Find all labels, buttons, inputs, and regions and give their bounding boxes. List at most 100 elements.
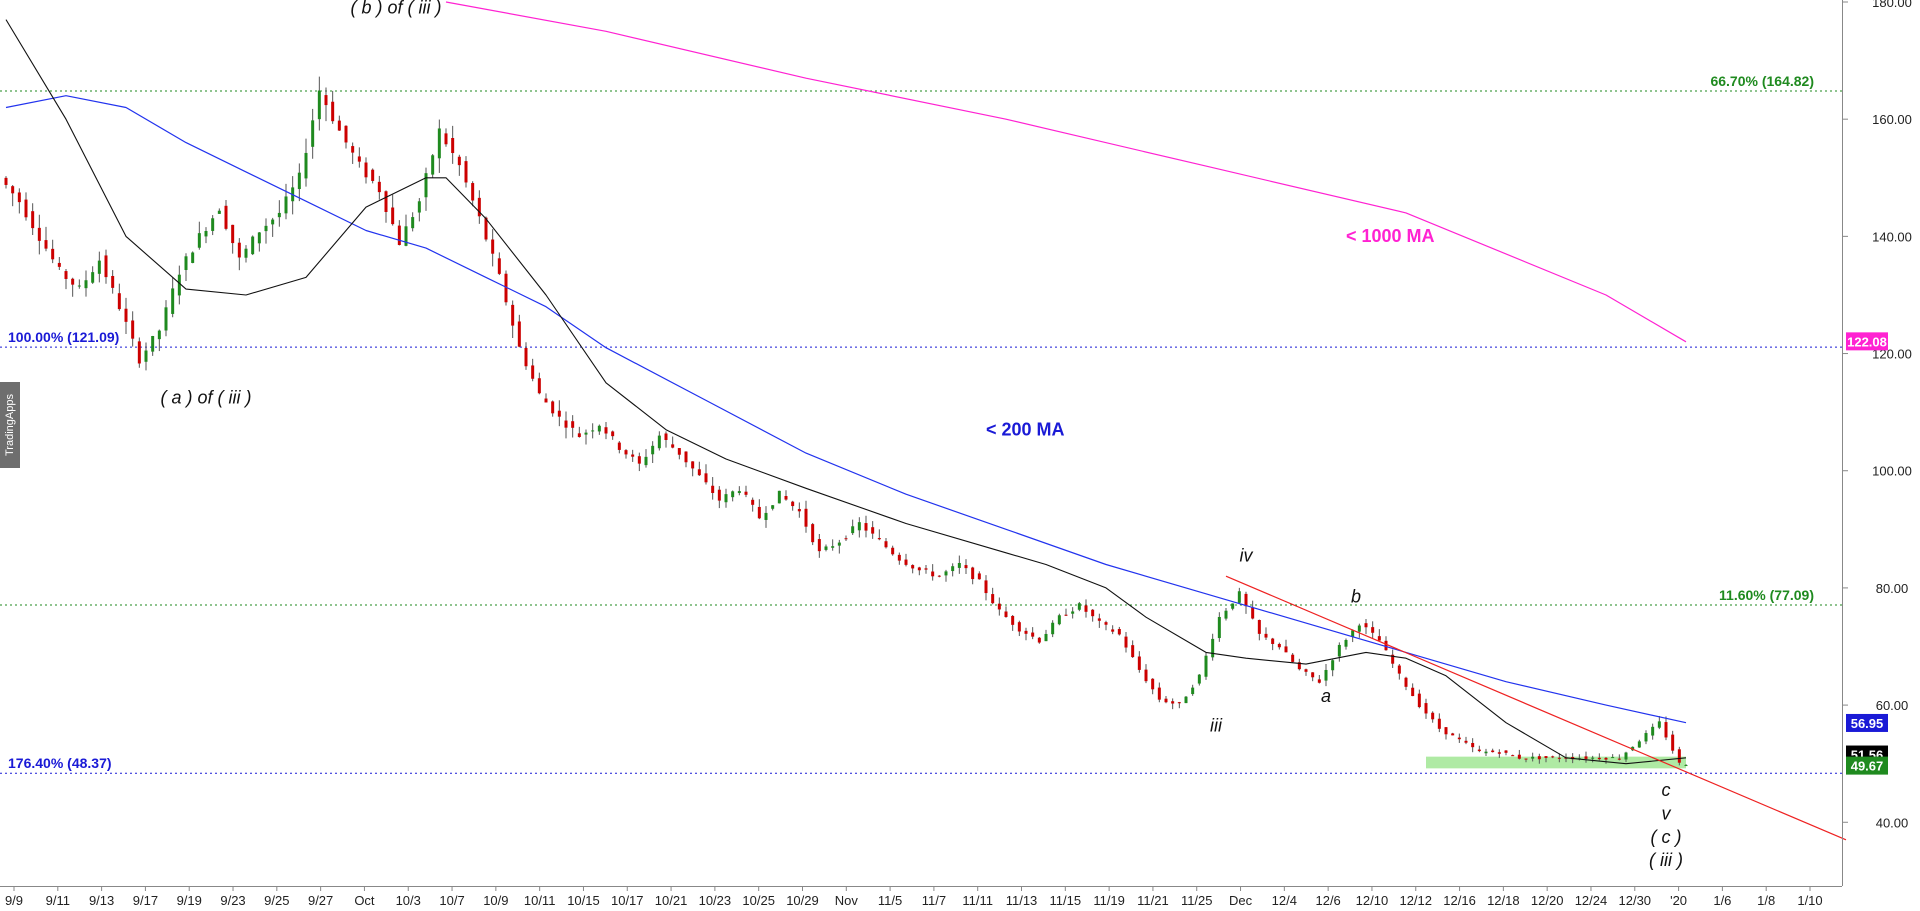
price-tag [1846, 756, 1888, 775]
candle-body [157, 330, 161, 340]
candle-body [1537, 756, 1541, 760]
candle-body [557, 410, 561, 417]
candle-body [1071, 611, 1075, 614]
candle-body [331, 101, 335, 122]
candle-body [784, 496, 788, 500]
candle-body [724, 494, 728, 503]
candle-body [1051, 622, 1055, 635]
candle-body [1524, 758, 1528, 760]
candle-body [524, 348, 528, 367]
candle-body [1231, 603, 1235, 609]
date-tick-label: 11/7 [922, 893, 946, 908]
candle-body [1497, 752, 1501, 754]
candle-body [791, 501, 795, 507]
date-tick-label: 9/13 [89, 893, 114, 908]
candle-body [1124, 636, 1128, 648]
candle-body [1464, 740, 1468, 743]
candle-body [797, 508, 801, 512]
candle-body [977, 573, 981, 580]
candle-body [1584, 756, 1588, 759]
wave-label: c [1662, 780, 1671, 800]
candle-body [264, 225, 268, 232]
candle-body [231, 224, 235, 244]
candle-body [251, 236, 255, 255]
candle-body [1224, 610, 1228, 619]
candle-body [657, 435, 661, 449]
candle-body [471, 183, 475, 201]
candle-body [51, 248, 55, 260]
candle-body [1131, 645, 1135, 658]
candle-body [611, 431, 615, 437]
candle-body [1151, 678, 1155, 690]
candle-body [757, 506, 761, 519]
candle-body [1044, 633, 1048, 642]
candle-body [1624, 752, 1628, 760]
ma-1000-line [445, 1, 1687, 343]
candle-body [317, 90, 321, 120]
price-tick-label: 80.00 [1876, 581, 1909, 596]
candle-body [1004, 611, 1008, 618]
date-tick-label: '20 [1670, 893, 1687, 908]
candle-body [1591, 757, 1595, 759]
candle-body [411, 217, 415, 229]
candle-body [711, 485, 715, 493]
candle-body [377, 181, 381, 193]
candle-body [1011, 615, 1015, 625]
candle-body [617, 442, 621, 450]
support-zone [1426, 756, 1686, 769]
candle-body [271, 219, 275, 225]
candle-body [124, 308, 128, 322]
date-tick-label: 9/25 [264, 893, 289, 908]
candle-body [771, 505, 775, 509]
date-tick-label: 1/10 [1797, 893, 1822, 908]
candle-body [417, 201, 421, 213]
candle-body [391, 207, 395, 225]
candle-body [477, 197, 481, 217]
candle-body [537, 378, 541, 394]
date-tick-label: 11/5 [878, 893, 902, 908]
date-tick-label: 9/27 [308, 893, 333, 908]
candle-body [864, 523, 868, 531]
candle-body [1217, 616, 1221, 639]
candle-body [424, 173, 428, 198]
candle-body [484, 217, 488, 240]
candle-body [1617, 758, 1621, 760]
date-tick-label: 12/30 [1619, 893, 1652, 908]
candle-body [1391, 654, 1395, 664]
date-tick-label: 11/21 [1137, 893, 1169, 908]
date-tick-label: 10/9 [483, 893, 508, 908]
candle-body [1237, 591, 1241, 603]
candle-body [1371, 627, 1375, 633]
fib-label: 11.60% (77.09) [1719, 587, 1814, 603]
candle-body [804, 508, 808, 527]
date-tick-label: 11/11 [962, 893, 993, 908]
date-tick-label: 12/24 [1575, 893, 1608, 908]
candle-body [84, 280, 88, 289]
candle-body [197, 233, 201, 248]
candle-body [531, 365, 535, 379]
date-tick-label: 9/23 [220, 893, 245, 908]
candle-body [1171, 701, 1175, 704]
candle-body [1271, 638, 1275, 644]
candle-body [297, 172, 301, 190]
candle-body [1037, 637, 1041, 643]
candle-body [44, 240, 48, 249]
candle-body [97, 260, 101, 274]
candle-body [991, 594, 995, 604]
price-tick-label: 100.00 [1872, 464, 1912, 479]
candle-body [71, 278, 75, 285]
candle-body [831, 546, 835, 548]
candle-body [1491, 750, 1495, 753]
candle-body [11, 186, 15, 194]
candle-body [1157, 687, 1161, 700]
candle-body [1117, 629, 1121, 635]
candle-body [1304, 669, 1308, 672]
wave-label: v [1662, 803, 1672, 823]
candle-body [444, 133, 448, 145]
candle-body [24, 199, 28, 218]
brand-watermark-tab: TradingApps [0, 382, 20, 468]
candle-body [1597, 757, 1601, 760]
candle-body [211, 218, 215, 231]
date-tick-label: 12/4 [1272, 893, 1297, 908]
date-tick-label: 12/10 [1356, 893, 1389, 908]
